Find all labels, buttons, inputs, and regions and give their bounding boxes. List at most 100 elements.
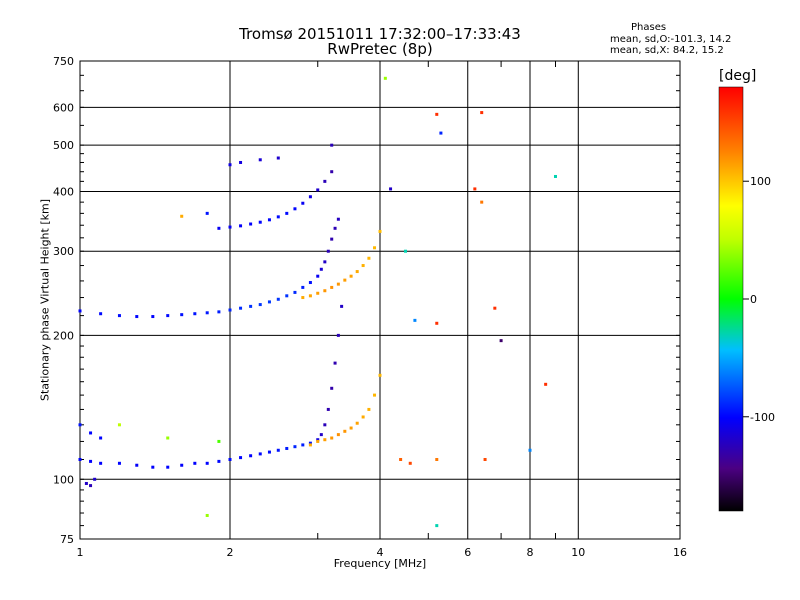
data-point — [117, 461, 121, 465]
data-point — [389, 187, 393, 191]
data-point — [267, 218, 271, 222]
data-point — [217, 439, 221, 443]
y-tick-label: 400 — [53, 185, 74, 198]
data-point — [267, 300, 271, 304]
data-point — [373, 393, 377, 397]
data-point — [399, 457, 403, 461]
data-point — [528, 448, 532, 452]
data-point — [355, 421, 359, 425]
data-point — [151, 315, 155, 319]
colorbar-unit-label: [deg] — [719, 68, 757, 84]
colorbar-tick-label: 0 — [750, 293, 757, 306]
colorbar-tick-label: 100 — [750, 175, 771, 188]
data-point — [117, 423, 121, 427]
chart-subtitle: RwPretec (8p) — [327, 40, 433, 58]
data-point — [84, 481, 88, 485]
data-point — [326, 249, 330, 253]
data-point — [239, 306, 243, 310]
data-point — [316, 438, 320, 442]
data-point — [316, 291, 320, 295]
data-point — [276, 448, 280, 452]
data-point — [276, 297, 280, 301]
x-axis-label: Frequency [MHz] — [333, 557, 427, 570]
y-tick-label: 600 — [53, 101, 74, 114]
data-point — [499, 339, 503, 343]
data-point — [480, 200, 484, 204]
data-point — [78, 423, 82, 427]
data-point — [336, 433, 340, 437]
data-point — [336, 217, 340, 221]
data-point — [343, 429, 347, 433]
data-point — [258, 220, 262, 224]
data-point — [473, 187, 477, 191]
data-point — [228, 308, 232, 312]
data-point — [249, 304, 253, 308]
colorbar — [718, 86, 744, 512]
data-point — [367, 407, 371, 411]
data-point — [301, 296, 305, 300]
data-point — [301, 285, 305, 289]
data-point — [326, 407, 330, 411]
chart-title: Tromsø 20151011 17:32:00–17:33:43 — [239, 25, 521, 43]
data-point — [336, 333, 340, 337]
data-point — [193, 461, 197, 465]
y-axis-ticks: 75 100 200 300 400 500 600 750 — [53, 55, 680, 546]
data-point — [78, 457, 82, 461]
data-point — [435, 524, 439, 528]
data-point — [435, 112, 439, 116]
y-tick-label: 200 — [53, 329, 74, 342]
data-point — [323, 260, 327, 264]
y-tick-label: 500 — [53, 139, 74, 152]
data-point — [228, 163, 232, 167]
data-point — [276, 156, 280, 160]
data-point — [89, 431, 93, 435]
data-point — [135, 463, 139, 467]
y-tick-label: 750 — [53, 55, 74, 68]
data-point — [330, 436, 334, 440]
data-point — [435, 457, 439, 461]
data-point — [480, 111, 484, 115]
data-point — [361, 415, 365, 419]
x-tick-label: 4 — [377, 546, 384, 559]
data-point — [373, 246, 377, 250]
x-tick-label: 2 — [227, 546, 234, 559]
data-point — [413, 318, 417, 322]
data-point — [285, 211, 289, 215]
data-point — [336, 282, 340, 286]
grid-lines — [80, 61, 680, 539]
data-point — [239, 456, 243, 460]
data-point — [349, 426, 353, 430]
data-point — [383, 76, 387, 80]
data-point — [205, 513, 209, 517]
data-point — [323, 179, 327, 183]
data-point — [180, 463, 184, 467]
data-point — [493, 306, 497, 310]
data-point — [330, 386, 334, 390]
colorbar-ticks: 100 0 -100 — [743, 175, 775, 424]
data-point — [333, 226, 337, 230]
x-tick-label: 6 — [464, 546, 471, 559]
data-point — [316, 188, 320, 192]
data-point — [205, 311, 209, 315]
data-point — [308, 195, 312, 199]
data-point — [323, 438, 327, 442]
data-point — [544, 382, 548, 386]
data-point — [330, 170, 334, 174]
y-tick-label: 100 — [53, 473, 74, 486]
data-point — [99, 436, 103, 440]
data-point — [308, 441, 312, 445]
data-point — [319, 433, 323, 437]
data-point — [323, 423, 327, 427]
data-point — [239, 160, 243, 164]
x-tick-label: 10 — [571, 546, 585, 559]
data-point — [217, 226, 221, 230]
data-point — [378, 373, 382, 377]
data-point — [166, 314, 170, 318]
data-point — [217, 310, 221, 314]
phases-o-stats: mean, sd,O:-101.3, 14.2 — [610, 34, 732, 45]
data-point — [439, 131, 443, 135]
data-point — [330, 237, 334, 241]
data-point — [228, 457, 232, 461]
data-point — [483, 457, 487, 461]
